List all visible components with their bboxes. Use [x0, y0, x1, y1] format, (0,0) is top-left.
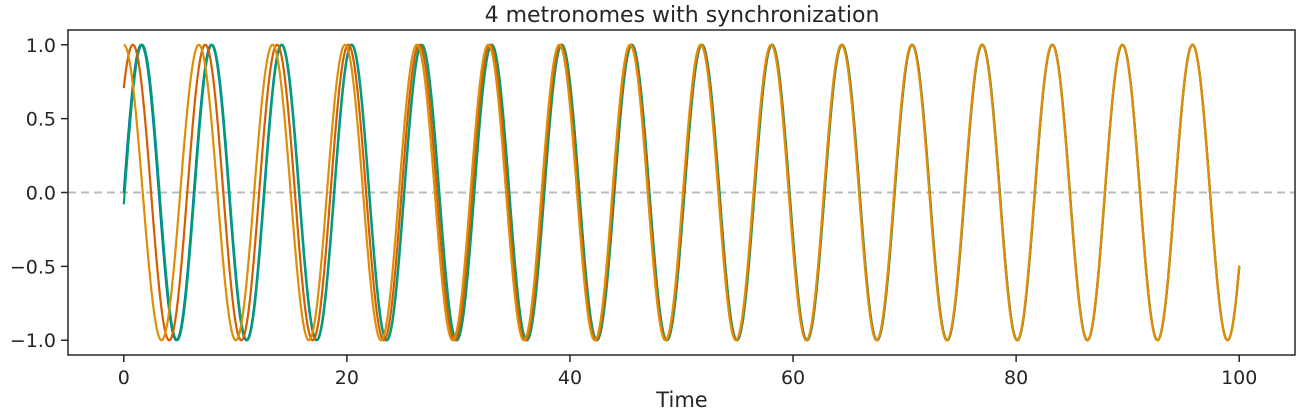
y-tick-label: 0.5 [26, 109, 56, 131]
x-tick-label: 40 [558, 367, 582, 389]
plot-area [68, 43, 1295, 342]
y-axis: 1.0 0.5 0.0 −0.5 −1.0 [10, 35, 68, 352]
x-axis-label: Time [655, 388, 707, 412]
x-tick-label: 0 [118, 367, 130, 389]
y-tick-label: 1.0 [26, 35, 56, 57]
y-tick-label: 0.0 [26, 183, 56, 205]
x-axis: 0 20 40 60 80 100 [118, 355, 1257, 389]
y-tick-label: −0.5 [10, 256, 56, 278]
chart-title: 4 metronomes with synchronization [485, 3, 880, 28]
x-tick-label: 60 [781, 367, 805, 389]
x-tick-label: 100 [1221, 367, 1257, 389]
x-tick-label: 20 [335, 367, 359, 389]
y-tick-label: −1.0 [10, 330, 56, 352]
series-line-4 [123, 43, 1241, 342]
x-tick-label: 80 [1004, 367, 1028, 389]
